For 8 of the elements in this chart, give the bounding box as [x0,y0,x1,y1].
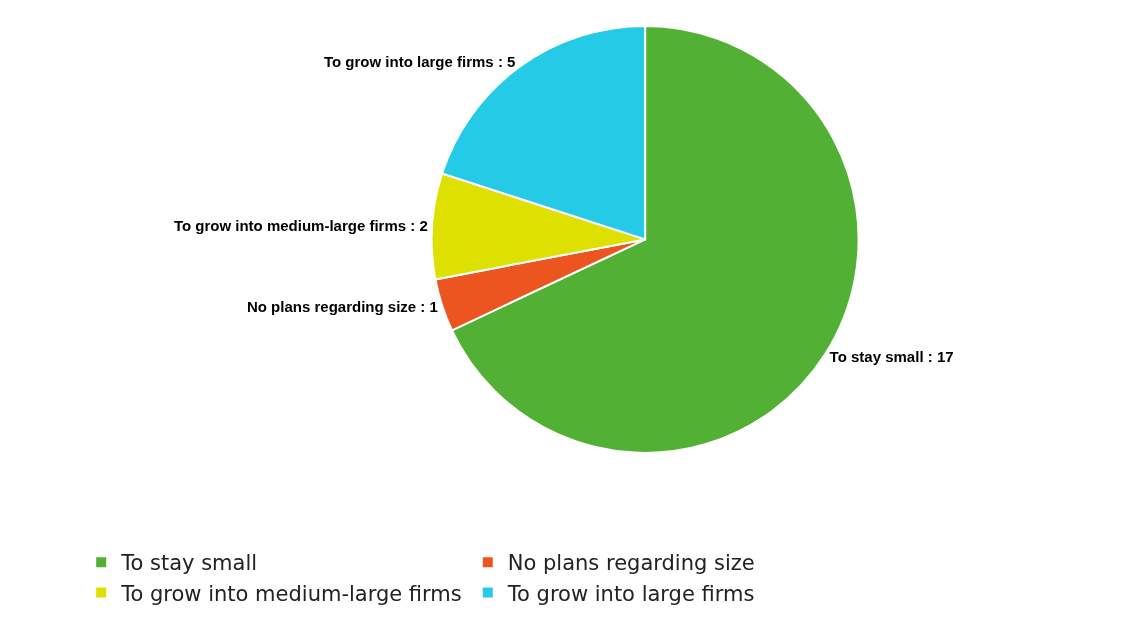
data-label: To stay small : 17 [829,347,954,365]
data-label: No plans regarding size : 1 [246,297,438,315]
data-label: To grow into medium-large firms : 2 [173,217,428,235]
legend-label: To grow into medium-large firms [120,581,462,606]
legend-label: No plans regarding size [507,551,755,576]
legend-label: To stay small [120,551,258,576]
legend-label: To grow into large firms [506,581,755,606]
data-label: To grow into large firms : 5 [323,52,516,70]
